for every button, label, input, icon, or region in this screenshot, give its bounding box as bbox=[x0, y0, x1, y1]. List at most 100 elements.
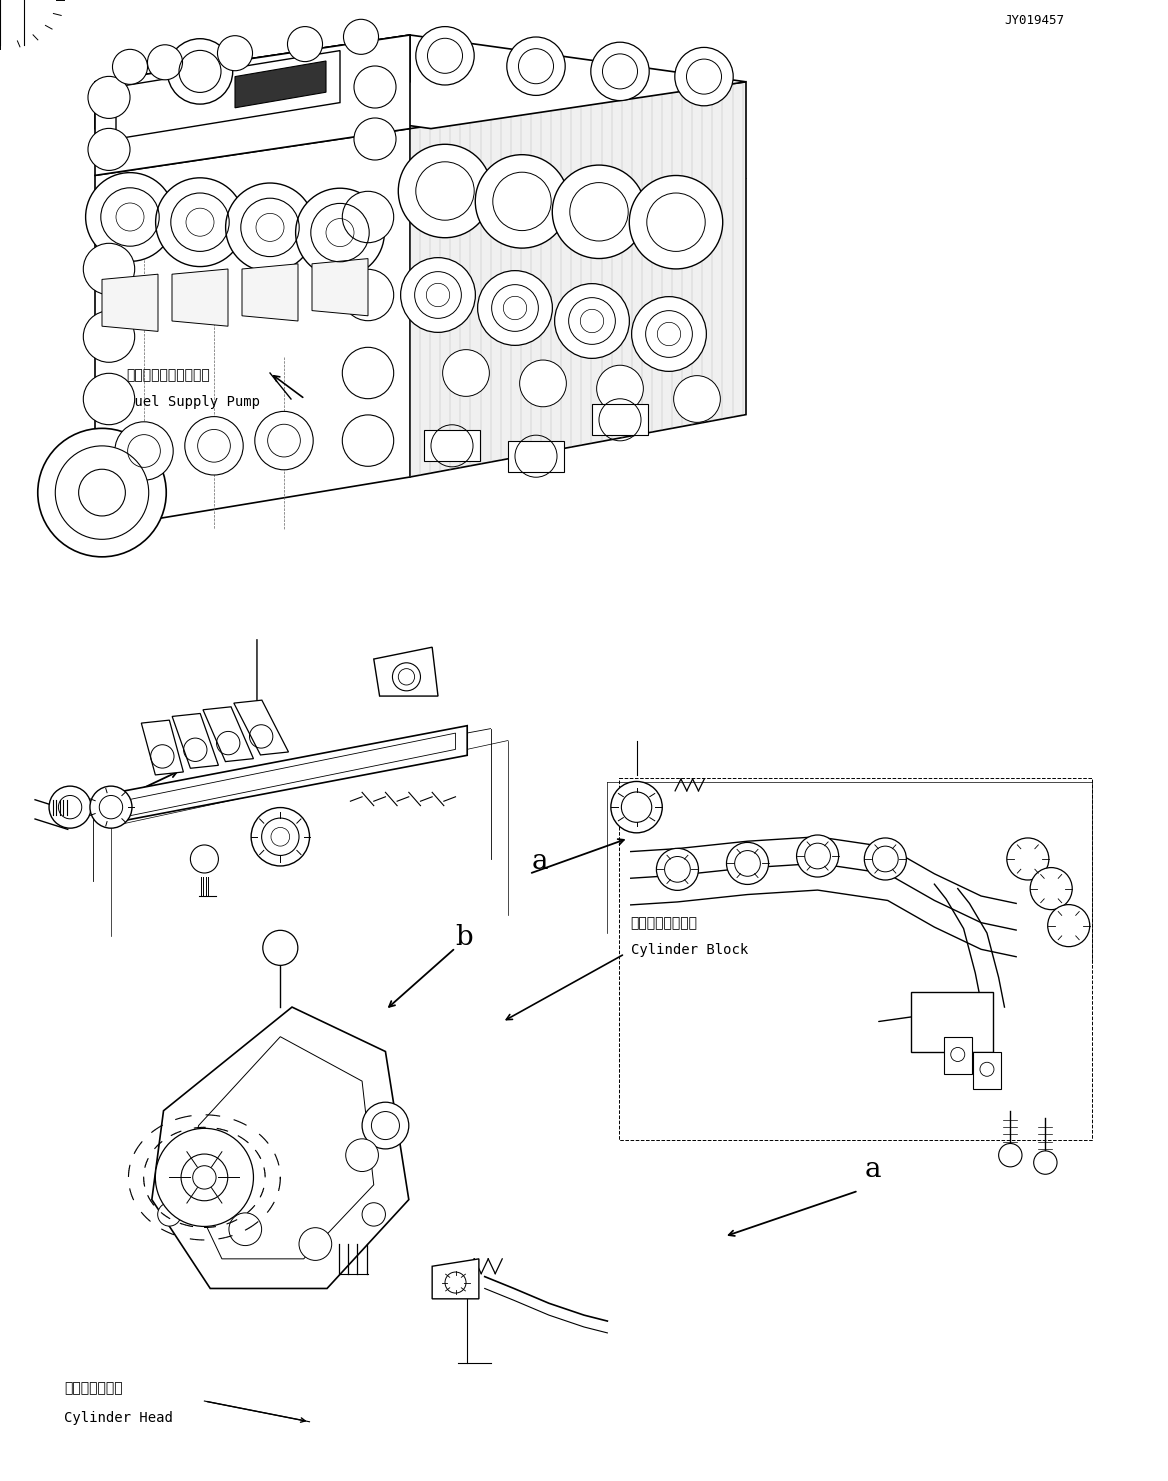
Circle shape bbox=[49, 786, 91, 828]
Polygon shape bbox=[141, 720, 183, 775]
Polygon shape bbox=[973, 1052, 1001, 1089]
Polygon shape bbox=[242, 264, 298, 321]
Circle shape bbox=[263, 930, 298, 966]
Polygon shape bbox=[508, 441, 564, 472]
Circle shape bbox=[167, 39, 232, 104]
Circle shape bbox=[296, 188, 384, 277]
Polygon shape bbox=[592, 404, 648, 435]
Circle shape bbox=[520, 360, 566, 407]
Circle shape bbox=[478, 271, 552, 345]
Polygon shape bbox=[235, 61, 326, 108]
Circle shape bbox=[675, 47, 734, 105]
Circle shape bbox=[362, 1203, 385, 1226]
Polygon shape bbox=[152, 1007, 409, 1288]
Circle shape bbox=[443, 350, 489, 397]
Circle shape bbox=[112, 49, 147, 84]
Circle shape bbox=[90, 786, 132, 828]
Circle shape bbox=[656, 849, 698, 890]
Circle shape bbox=[726, 843, 769, 884]
Circle shape bbox=[83, 435, 134, 487]
Circle shape bbox=[185, 416, 243, 475]
Text: Cylinder Head: Cylinder Head bbox=[64, 1411, 173, 1425]
Circle shape bbox=[147, 44, 182, 80]
Circle shape bbox=[190, 846, 218, 872]
Circle shape bbox=[255, 412, 313, 469]
Circle shape bbox=[83, 243, 134, 295]
Circle shape bbox=[555, 284, 630, 358]
Polygon shape bbox=[102, 274, 158, 332]
Polygon shape bbox=[95, 36, 410, 129]
Circle shape bbox=[1048, 905, 1090, 946]
Circle shape bbox=[507, 37, 565, 95]
Text: a: a bbox=[864, 1157, 881, 1183]
Circle shape bbox=[85, 173, 174, 261]
Text: b: b bbox=[456, 924, 473, 951]
Circle shape bbox=[597, 366, 644, 412]
Circle shape bbox=[114, 422, 173, 480]
Circle shape bbox=[552, 164, 646, 259]
Circle shape bbox=[229, 1213, 262, 1246]
Polygon shape bbox=[312, 259, 368, 315]
Polygon shape bbox=[234, 701, 288, 755]
Text: b: b bbox=[68, 789, 85, 816]
Circle shape bbox=[83, 373, 134, 425]
Polygon shape bbox=[424, 429, 480, 462]
Circle shape bbox=[83, 311, 134, 363]
Circle shape bbox=[88, 77, 130, 118]
Circle shape bbox=[398, 144, 492, 238]
Circle shape bbox=[999, 1143, 1022, 1167]
Circle shape bbox=[591, 41, 649, 101]
Circle shape bbox=[78, 469, 125, 515]
Circle shape bbox=[674, 376, 721, 422]
Circle shape bbox=[1007, 838, 1049, 880]
Text: フェルサプライポンプ: フェルサプライポンプ bbox=[126, 369, 210, 382]
Circle shape bbox=[475, 154, 569, 249]
Circle shape bbox=[287, 27, 322, 62]
Circle shape bbox=[362, 1102, 409, 1149]
Circle shape bbox=[416, 27, 474, 84]
Circle shape bbox=[155, 178, 244, 267]
Polygon shape bbox=[203, 706, 253, 761]
Polygon shape bbox=[172, 270, 228, 326]
Circle shape bbox=[343, 19, 378, 55]
Circle shape bbox=[630, 175, 723, 270]
Text: シリンダヘッド: シリンダヘッド bbox=[64, 1382, 123, 1395]
Polygon shape bbox=[95, 129, 410, 529]
Polygon shape bbox=[117, 726, 467, 822]
Circle shape bbox=[299, 1228, 332, 1260]
Circle shape bbox=[1030, 868, 1072, 909]
Text: JY019457: JY019457 bbox=[1004, 13, 1064, 27]
Polygon shape bbox=[944, 1037, 972, 1074]
Polygon shape bbox=[410, 81, 746, 477]
Circle shape bbox=[37, 428, 166, 557]
Circle shape bbox=[251, 807, 310, 866]
Circle shape bbox=[354, 118, 396, 160]
Circle shape bbox=[55, 446, 148, 539]
Text: Cylinder Block: Cylinder Block bbox=[631, 943, 748, 957]
Polygon shape bbox=[374, 647, 438, 696]
Circle shape bbox=[88, 129, 130, 170]
Circle shape bbox=[158, 1203, 181, 1226]
Polygon shape bbox=[95, 36, 410, 175]
Circle shape bbox=[346, 1139, 378, 1171]
Circle shape bbox=[354, 67, 396, 108]
Circle shape bbox=[342, 348, 394, 398]
Circle shape bbox=[864, 838, 906, 880]
Polygon shape bbox=[172, 714, 218, 769]
Circle shape bbox=[155, 1129, 253, 1226]
Circle shape bbox=[632, 296, 707, 372]
Circle shape bbox=[342, 270, 394, 321]
Circle shape bbox=[342, 191, 394, 243]
Circle shape bbox=[401, 258, 475, 332]
Circle shape bbox=[342, 415, 394, 467]
Text: a: a bbox=[531, 849, 548, 875]
Polygon shape bbox=[911, 992, 993, 1052]
Circle shape bbox=[1034, 1151, 1057, 1174]
Circle shape bbox=[225, 184, 314, 273]
Polygon shape bbox=[116, 50, 340, 139]
Circle shape bbox=[797, 835, 839, 877]
Circle shape bbox=[181, 1154, 228, 1201]
Circle shape bbox=[611, 782, 662, 832]
Polygon shape bbox=[95, 36, 746, 129]
Circle shape bbox=[217, 36, 252, 71]
